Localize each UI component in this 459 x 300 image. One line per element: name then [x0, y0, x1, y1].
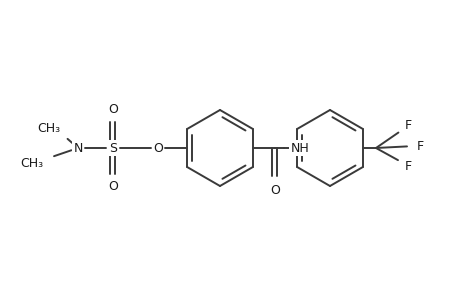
Text: NH: NH — [290, 142, 309, 154]
Text: S: S — [109, 142, 117, 154]
Text: F: F — [403, 160, 411, 172]
Text: CH₃: CH₃ — [37, 122, 61, 134]
Text: O: O — [108, 103, 118, 116]
Text: F: F — [415, 140, 423, 152]
Text: O: O — [269, 184, 280, 196]
Text: O: O — [108, 181, 118, 194]
Text: F: F — [403, 118, 411, 131]
Text: N: N — [73, 142, 83, 154]
Text: O: O — [153, 142, 162, 154]
Text: CH₃: CH₃ — [20, 157, 44, 169]
